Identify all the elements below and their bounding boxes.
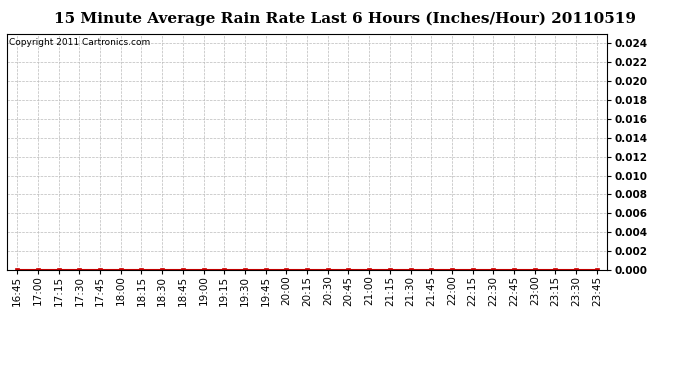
- Text: 15 Minute Average Rain Rate Last 6 Hours (Inches/Hour) 20110519: 15 Minute Average Rain Rate Last 6 Hours…: [54, 11, 636, 26]
- Text: Copyright 2011 Cartronics.com: Copyright 2011 Cartronics.com: [9, 39, 150, 48]
